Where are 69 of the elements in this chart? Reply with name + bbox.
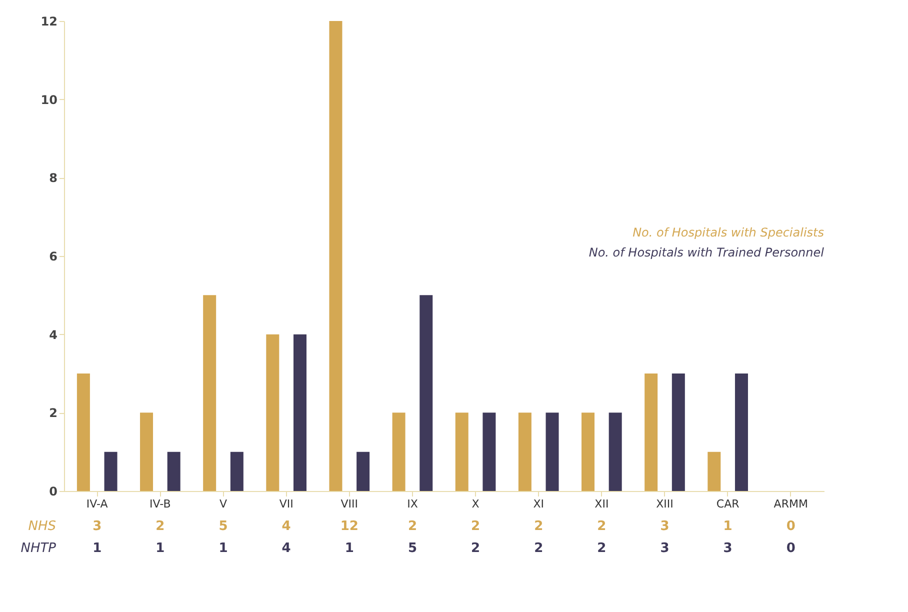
x-tick-label: IX	[407, 498, 418, 510]
x-tick-label: CAR	[716, 498, 740, 510]
data-label: 1	[156, 541, 165, 556]
bar	[356, 452, 370, 491]
data-label: 3	[660, 541, 670, 556]
data-label: 3	[723, 541, 732, 556]
x-tick-label: XII	[594, 498, 609, 510]
x-tick-label: VII	[279, 498, 294, 510]
bar	[140, 412, 154, 491]
data-label: 1	[218, 541, 228, 556]
data-label: 2	[408, 519, 417, 534]
x-tick-label: VIII	[340, 498, 358, 510]
bar	[293, 334, 306, 491]
y-tick-label: 12	[40, 14, 58, 28]
bar	[644, 374, 658, 491]
y-tick-label: 8	[49, 171, 58, 186]
y-tick-label: 10	[40, 92, 58, 107]
text: No. of Hospitals with Trained Personnel	[588, 246, 825, 260]
bar	[582, 412, 595, 491]
data-label: 2	[534, 519, 544, 534]
data-label: 2	[156, 519, 165, 534]
bar	[672, 374, 685, 491]
text: NHS	[28, 519, 56, 534]
bar	[708, 452, 721, 491]
x-tick-label: IV-B	[150, 498, 171, 510]
bar	[167, 452, 180, 491]
data-label: 2	[597, 541, 606, 556]
y-tick-label: 6	[49, 250, 58, 264]
data-label: 0	[786, 541, 796, 556]
bar	[76, 374, 90, 491]
data-label: 1	[92, 541, 102, 556]
bar	[546, 412, 559, 491]
bar	[734, 374, 748, 491]
data-label: 0	[786, 519, 796, 534]
data-label: 2	[597, 519, 606, 534]
y-tick-label: 4	[49, 328, 58, 342]
x-tick-label: ARMM	[774, 498, 808, 510]
data-label: 4	[282, 541, 291, 556]
text: NHTP	[20, 541, 56, 556]
data-label: 1	[344, 541, 354, 556]
data-label: 3	[660, 519, 670, 534]
data-label: 3	[92, 519, 102, 534]
x-tick-label: XI	[533, 498, 544, 510]
bar	[482, 412, 496, 491]
bar	[203, 295, 216, 491]
x-tick-label: XIII	[656, 498, 674, 510]
bar	[455, 412, 468, 491]
data-label: 5	[408, 541, 417, 556]
bar	[329, 21, 342, 491]
data-label: 5	[218, 519, 228, 534]
text: No. of Hospitals with Specialists	[632, 226, 824, 240]
x-tick-label: IV-A	[86, 498, 108, 510]
y-tick-label: 0	[49, 484, 58, 498]
data-label: 2	[534, 541, 544, 556]
data-label: 12	[340, 519, 358, 534]
data-label: 4	[282, 519, 291, 534]
bar	[608, 412, 622, 491]
y-tick-label: 2	[49, 406, 58, 420]
bar	[230, 452, 244, 491]
data-label: 2	[471, 541, 480, 556]
data-label: 1	[723, 519, 732, 534]
bar	[518, 412, 532, 491]
bar	[104, 452, 118, 491]
x-tick-label: V	[219, 498, 228, 510]
x-tick-label: X	[472, 498, 480, 510]
bar	[266, 334, 280, 491]
bar	[420, 295, 433, 491]
bar	[392, 412, 406, 491]
data-label: 2	[471, 519, 480, 534]
